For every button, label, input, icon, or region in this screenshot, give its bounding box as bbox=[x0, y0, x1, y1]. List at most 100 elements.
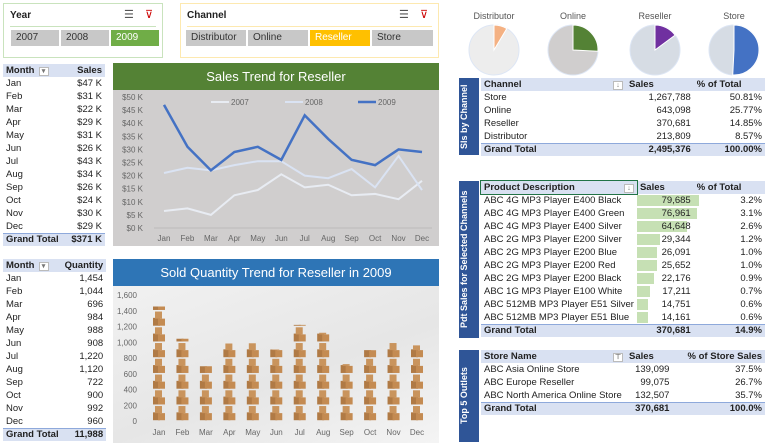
table-cell: $31 K bbox=[77, 130, 102, 141]
slicer-item-2007[interactable]: 2007 bbox=[11, 30, 59, 46]
table-row[interactable]: ABC Asia Online Store 139,099 37.5% bbox=[481, 363, 765, 376]
table-row[interactable]: ABC 4G MP3 Player E400 Green 76,961 3.1% bbox=[481, 207, 765, 220]
header-product[interactable]: Product Description ↓ bbox=[480, 180, 638, 195]
bar-Jun[interactable] bbox=[270, 343, 283, 421]
box-icon bbox=[153, 317, 160, 326]
multi-select-icon[interactable]: ☰ bbox=[399, 9, 409, 21]
table-cell: Online bbox=[484, 105, 512, 116]
box-icon bbox=[272, 390, 280, 398]
box-icon bbox=[342, 364, 350, 366]
bar-Feb[interactable] bbox=[176, 327, 189, 421]
pie-slice-distributor[interactable] bbox=[493, 24, 508, 52]
table-row[interactable]: Distributor 213,809 8.57% bbox=[481, 130, 765, 143]
bar-Apr[interactable] bbox=[223, 343, 236, 421]
sort-icon[interactable]: ↓ bbox=[623, 184, 634, 193]
bar-Nov[interactable] bbox=[387, 343, 400, 421]
header-sales: Sales bbox=[626, 78, 694, 91]
table-row[interactable]: Jan $47 K bbox=[3, 77, 105, 90]
header-channel[interactable]: Channel ↓ bbox=[481, 78, 626, 91]
table-row[interactable]: ABC 2G MP3 Player E200 Black 22,176 0.9% bbox=[481, 272, 765, 285]
filter-dropdown-icon[interactable]: ▾ bbox=[38, 262, 49, 271]
table-row[interactable]: ABC 4G MP3 Player E400 Silver 64,648 2.6% bbox=[481, 220, 765, 233]
table-cell: Aug bbox=[6, 364, 23, 375]
sold-quantity-chart[interactable]: Sold Quantity Trend for Reseller in 2009… bbox=[113, 259, 439, 443]
table-row[interactable]: May $31 K bbox=[3, 129, 105, 142]
series-line-2008[interactable] bbox=[163, 154, 423, 191]
table-row[interactable]: Mar $22 K bbox=[3, 103, 105, 116]
slicer-item-2009[interactable]: 2009 bbox=[111, 30, 159, 46]
table-row[interactable]: Oct $24 K bbox=[3, 194, 105, 207]
table-row[interactable]: Jul 1,220 bbox=[3, 350, 106, 363]
table-row[interactable]: Dec 960 bbox=[3, 415, 106, 428]
table-row[interactable]: ABC North America Online Store 132,507 35.… bbox=[481, 389, 765, 402]
table-row[interactable]: Dec $29 K bbox=[3, 220, 105, 233]
pie-slice-reseller[interactable] bbox=[654, 24, 676, 51]
bar-Jan[interactable] bbox=[153, 296, 165, 421]
bar-May[interactable] bbox=[246, 343, 259, 421]
table-row[interactable]: ABC 2G MP3 Player E200 Red 25,652 1.0% bbox=[481, 259, 765, 272]
bar-Aug[interactable] bbox=[317, 327, 330, 421]
table-row[interactable]: Nov 992 bbox=[3, 402, 106, 415]
table-row[interactable]: Jul $43 K bbox=[3, 155, 105, 168]
clear-filter-icon[interactable]: ⊽ bbox=[145, 9, 154, 21]
bar-Mar[interactable] bbox=[199, 359, 212, 421]
table-cell: 1,267,788 bbox=[648, 92, 691, 103]
bar-Dec[interactable] bbox=[411, 343, 423, 421]
table-row[interactable]: Jun $26 K bbox=[3, 142, 105, 155]
series-line-2009[interactable] bbox=[162, 104, 423, 173]
box-icon bbox=[342, 390, 350, 398]
header-month[interactable]: Month ▾ bbox=[3, 64, 66, 77]
slicer-item-reseller[interactable]: Reseller bbox=[310, 30, 370, 46]
header-store-name[interactable]: Store Name ⊤ bbox=[481, 350, 626, 363]
slicer-item-distributor[interactable]: Distributor bbox=[186, 30, 246, 46]
sales-trend-chart[interactable]: Sales Trend for Reseller $0 K $5 K $10 K $1… bbox=[113, 63, 439, 246]
table-row[interactable]: Feb 1,044 bbox=[3, 285, 106, 298]
table-row[interactable]: Mar 696 bbox=[3, 298, 106, 311]
clear-filter-icon[interactable]: ⊽ bbox=[420, 9, 429, 21]
multi-select-icon[interactable]: ☰ bbox=[124, 9, 134, 21]
slicer-item-2008[interactable]: 2008 bbox=[61, 30, 109, 46]
sort-icon[interactable]: ↓ bbox=[613, 81, 623, 90]
table-row[interactable]: Sep 722 bbox=[3, 376, 106, 389]
table-cell: 908 bbox=[87, 338, 104, 349]
slicer-item-store[interactable]: Store bbox=[372, 30, 433, 46]
table-row[interactable]: Sep $26 K bbox=[3, 181, 105, 194]
x-tick-label: Oct bbox=[364, 428, 377, 437]
table-row[interactable]: Nov $30 K bbox=[3, 207, 105, 220]
table-row[interactable]: Aug 1,120 bbox=[3, 363, 106, 376]
filter-dropdown-icon[interactable]: ▾ bbox=[38, 67, 49, 76]
table-row[interactable]: Apr $29 K bbox=[3, 116, 105, 129]
table-row[interactable]: ABC Europe Reseller 99,075 26.7% bbox=[481, 376, 765, 389]
table-row[interactable]: May 988 bbox=[3, 324, 106, 337]
table-row[interactable]: ABC 2G MP3 Player E200 Silver 29,344 1.2% bbox=[481, 233, 765, 246]
bar-Jul[interactable] bbox=[293, 312, 306, 421]
table-row[interactable]: Jan 1,454 bbox=[3, 272, 106, 285]
box-icon bbox=[364, 365, 372, 373]
y-tick-label: 0 bbox=[133, 417, 138, 426]
table-row[interactable]: Store 1,267,788 50.81% bbox=[481, 91, 765, 104]
bar-Oct[interactable] bbox=[364, 343, 377, 421]
table-row[interactable]: ABC 512MB MP3 Player E51 Blue 14,161 0.6% bbox=[481, 311, 765, 324]
filter-applied-icon[interactable]: ⊤ bbox=[613, 353, 623, 362]
table-row[interactable]: Aug $34 K bbox=[3, 168, 105, 181]
pie-slice-online[interactable] bbox=[572, 24, 599, 52]
box-icon bbox=[416, 413, 423, 421]
header-month[interactable]: Month ▾ bbox=[3, 259, 62, 272]
series-line-2007[interactable] bbox=[163, 173, 423, 217]
table-row[interactable]: Reseller 370,681 14.85% bbox=[481, 117, 765, 130]
table-cell: ABC 4G MP3 Player E400 Green bbox=[484, 208, 625, 219]
table-row[interactable]: Oct 900 bbox=[3, 389, 106, 402]
box-icon bbox=[225, 390, 233, 398]
table-row[interactable]: ABC 4G MP3 Player E400 Black 79,685 3.2% bbox=[481, 194, 765, 207]
table-row[interactable]: Jun 908 bbox=[3, 337, 106, 350]
table-row[interactable]: Apr 984 bbox=[3, 311, 106, 324]
bar-Sep[interactable] bbox=[340, 359, 353, 421]
table-row[interactable]: ABC 2G MP3 Player E200 Blue 26,091 1.0% bbox=[481, 246, 765, 259]
pie-slice-store[interactable] bbox=[732, 24, 760, 76]
table-row[interactable]: Online 643,098 25.77% bbox=[481, 104, 765, 117]
table-row[interactable]: ABC 1G MP3 Player E100 White 17,211 0.7% bbox=[481, 285, 765, 298]
slicer-item-online[interactable]: Online bbox=[248, 30, 308, 46]
table-row[interactable]: Feb $31 K bbox=[3, 90, 105, 103]
year-slicer: Year ☰ ⊽ 2007 2008 2009 bbox=[3, 3, 163, 58]
table-row[interactable]: ABC 512MB MP3 Player E51 Silver 14,751 0.6… bbox=[481, 298, 765, 311]
